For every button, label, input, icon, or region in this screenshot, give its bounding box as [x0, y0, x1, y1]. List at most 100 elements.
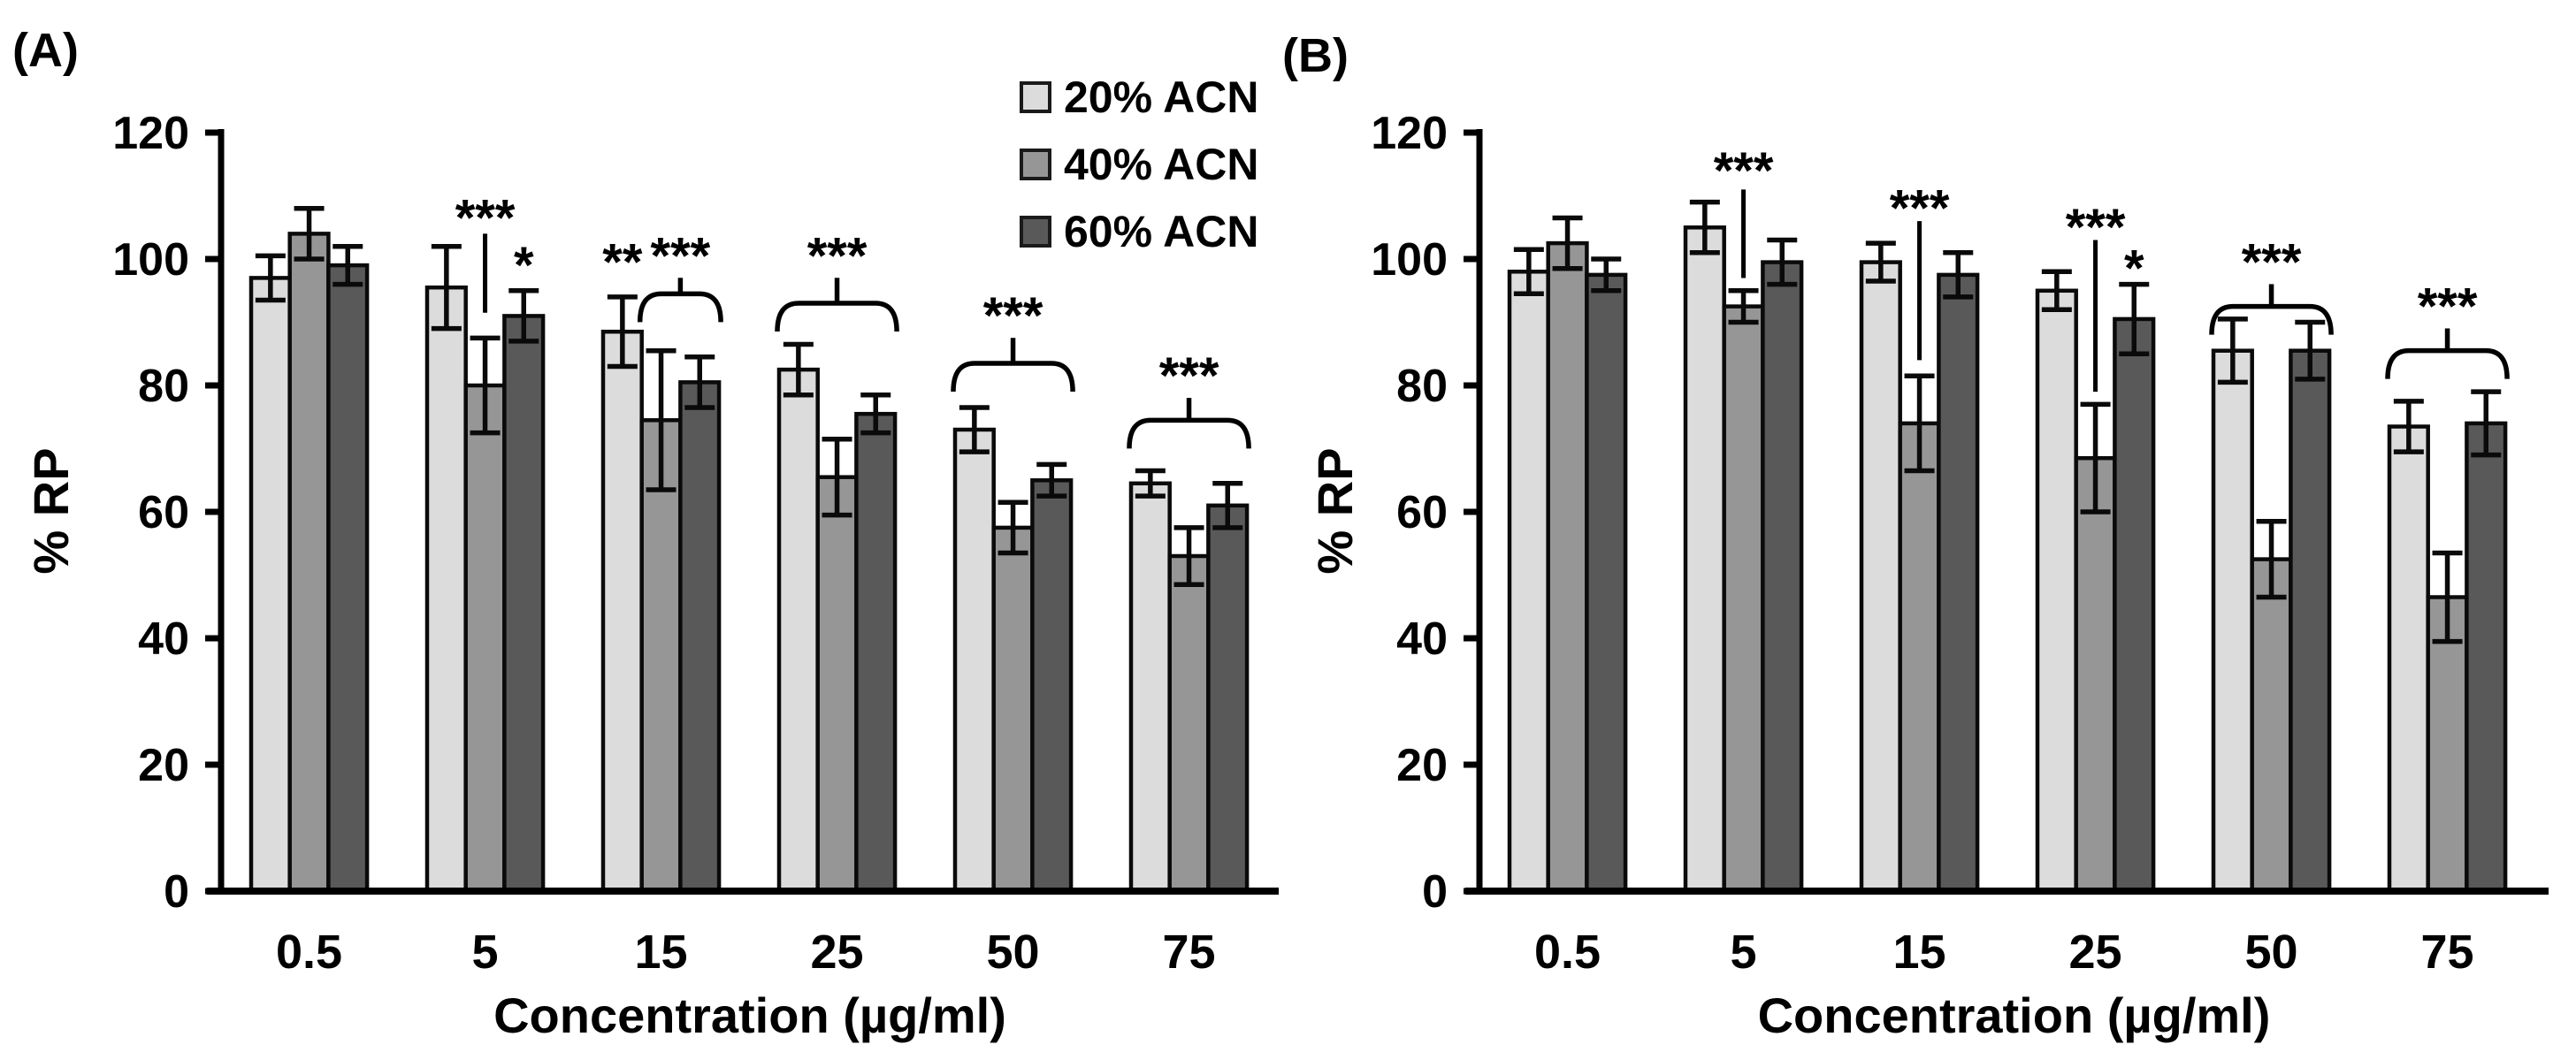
legend-swatch-60-acn	[1020, 216, 1051, 248]
y-tick-label-60: 60	[1396, 487, 1448, 538]
bar-60-acn-5	[502, 314, 546, 894]
bar-40-acn-5	[463, 383, 507, 894]
panel-a-y-axis-title: % RP	[23, 447, 79, 575]
sig-stars-0-1: *	[514, 237, 534, 294]
bar-20-acn-5	[1683, 225, 1726, 894]
bar-60-acn-5	[1761, 260, 1804, 894]
error-bar-20-acn-25	[783, 341, 814, 398]
sig-stars-0-5: ***	[983, 287, 1043, 345]
panel-b-y-axis-title: % RP	[1307, 447, 1363, 575]
x-tick-label-5: 5	[1731, 926, 1757, 979]
error-bar-60-acn-50	[1036, 461, 1067, 499]
y-tick-label-60: 60	[138, 487, 189, 538]
x-tick-label-15: 15	[1893, 926, 1946, 979]
bar-20-acn-25	[2035, 288, 2078, 894]
error-bar-40-acn-15	[646, 347, 676, 492]
panel-a: 0.5 5 15 25 50 75 0 20 40 60 80 100 120 *** * ** *** *** *…	[23, 72, 1279, 1043]
panel-b: 0.5 5 15 25 50 75 0 20 40 60 80 100 120 *** *** *** * ***…	[1288, 0, 2576, 1052]
error-bar-60-acn-5	[508, 288, 539, 344]
x-tick-label-75: 75	[1163, 926, 1216, 979]
y-tick-label-0: 0	[164, 866, 189, 918]
bar-60-acn-15	[1937, 272, 1980, 894]
bar-60-acn-25	[854, 411, 898, 894]
y-tick-label-80: 80	[138, 361, 189, 412]
x-tick-label-75: 75	[2421, 926, 2474, 979]
error-bar-20-acn-0.5	[1513, 247, 1544, 297]
bar-60-acn-0.5	[326, 263, 370, 894]
error-bar-20-acn-15	[607, 294, 638, 370]
error-bar-40-acn-75	[1173, 525, 1204, 587]
error-bar-40-acn-15	[1904, 373, 1935, 474]
sig-stars-1-3: *	[2124, 240, 2144, 298]
error-bar-40-acn-0.5	[1552, 215, 1583, 271]
x-tick-label-0.5: 0.5	[276, 926, 342, 979]
y-tick-label-40: 40	[1396, 614, 1448, 665]
bar-60-acn-15	[678, 380, 722, 894]
panel-b-letter: (B)	[1282, 29, 1349, 82]
y-tick-label-0: 0	[1422, 866, 1448, 918]
bar-40-acn-50	[2250, 557, 2293, 894]
y-tick-label-100: 100	[112, 234, 189, 286]
bar-20-acn-15	[1859, 260, 1902, 894]
bar-60-acn-75	[1206, 503, 1250, 894]
sig-stars-1-1: ***	[1890, 180, 1950, 238]
error-bar-20-acn-75	[2393, 399, 2424, 454]
x-tick-label-25: 25	[811, 926, 864, 979]
bar-40-acn-25	[815, 475, 859, 894]
error-bar-40-acn-5	[470, 335, 501, 436]
error-bar-60-acn-15	[684, 354, 715, 410]
bar-60-acn-75	[2465, 421, 2508, 894]
bar-60-acn-0.5	[1585, 272, 1628, 894]
bar-20-acn-5	[424, 285, 468, 894]
error-bar-20-acn-5	[1689, 199, 1720, 255]
panel-a-x-axis-title: Concentration (µg/ml)	[493, 987, 1006, 1043]
bar-20-acn-50	[2211, 348, 2254, 894]
error-bar-20-acn-5	[431, 243, 462, 332]
error-bar-40-acn-0.5	[294, 206, 325, 262]
panel-b-x-axis-title: Concentration (µg/ml)	[1757, 987, 2271, 1043]
sig-bracket-0-4	[775, 301, 899, 332]
error-bar-60-acn-50	[2295, 319, 2326, 382]
bar-40-acn-15	[1898, 421, 1941, 894]
error-bar-60-acn-0.5	[333, 243, 363, 287]
x-tick-label-50: 50	[2245, 926, 2298, 979]
error-bar-40-acn-50	[998, 499, 1028, 556]
legend-item-40-acn: 40% ACN	[1020, 140, 1258, 189]
sig-stars-1-4: ***	[2242, 233, 2302, 291]
sig-bracket-0-6	[1127, 417, 1251, 449]
y-tick-label-40: 40	[138, 614, 189, 665]
error-bar-40-acn-25	[822, 437, 852, 518]
sig-stars-0-6: ***	[1159, 347, 1219, 405]
sig-stars-1-0: ***	[1714, 142, 1774, 200]
error-bar-20-acn-0.5	[255, 253, 286, 303]
legend-label-20-acn: 20% ACN	[1064, 72, 1258, 122]
error-bar-40-acn-50	[2256, 518, 2287, 600]
y-tick-label-120: 120	[1371, 108, 1448, 159]
x-tick-label-25: 25	[2069, 926, 2122, 979]
error-bar-60-acn-25	[2119, 281, 2150, 357]
error-bar-20-acn-75	[1135, 468, 1166, 499]
bar-20-acn-15	[600, 329, 644, 894]
sig-stars-0-4: ***	[807, 227, 868, 285]
error-bar-60-acn-75	[2471, 389, 2502, 458]
legend-item-20-acn: 20% ACN	[1020, 72, 1258, 122]
error-bar-60-acn-0.5	[1591, 256, 1622, 293]
y-tick-label-20: 20	[138, 740, 189, 791]
bar-20-acn-0.5	[1507, 270, 1550, 894]
error-bar-60-acn-15	[1943, 250, 1974, 300]
bar-40-acn-0.5	[1546, 240, 1589, 894]
sig-bracket-1-5	[2385, 347, 2510, 379]
bar-20-acn-75	[1128, 481, 1172, 894]
sig-bracket-0-5	[951, 361, 1075, 393]
error-bar-20-acn-50	[959, 405, 990, 454]
x-tick-label-50: 50	[987, 926, 1040, 979]
bar-60-acn-25	[2113, 316, 2156, 894]
bar-60-acn-50	[2289, 348, 2332, 894]
x-tick-label-5: 5	[472, 926, 499, 979]
y-tick-label-20: 20	[1396, 740, 1448, 791]
sig-stars-0-2: **	[602, 233, 643, 291]
bar-40-acn-75	[1167, 553, 1211, 894]
